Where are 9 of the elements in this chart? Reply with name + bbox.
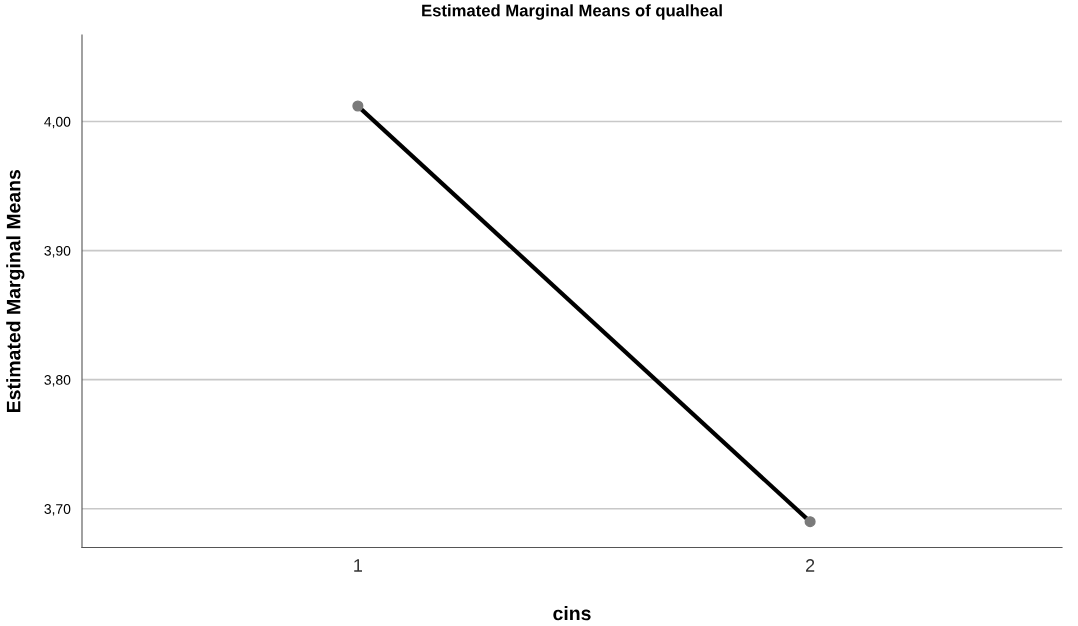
y-tick-label: 3,90 xyxy=(44,245,71,258)
chart-title: Estimated Marginal Means of qualheal xyxy=(422,4,722,20)
y-axis-title: Estimated Marginal Means xyxy=(6,169,25,413)
y-tick-label: 3,80 xyxy=(44,375,71,387)
y-tick-label: 4,00 xyxy=(44,116,71,129)
x-tick-label: 1 xyxy=(354,559,363,572)
y-tick-label: 3,70 xyxy=(44,504,71,516)
x-tick-label: 2 xyxy=(805,559,815,572)
x-axis-title: cins xyxy=(553,606,591,621)
